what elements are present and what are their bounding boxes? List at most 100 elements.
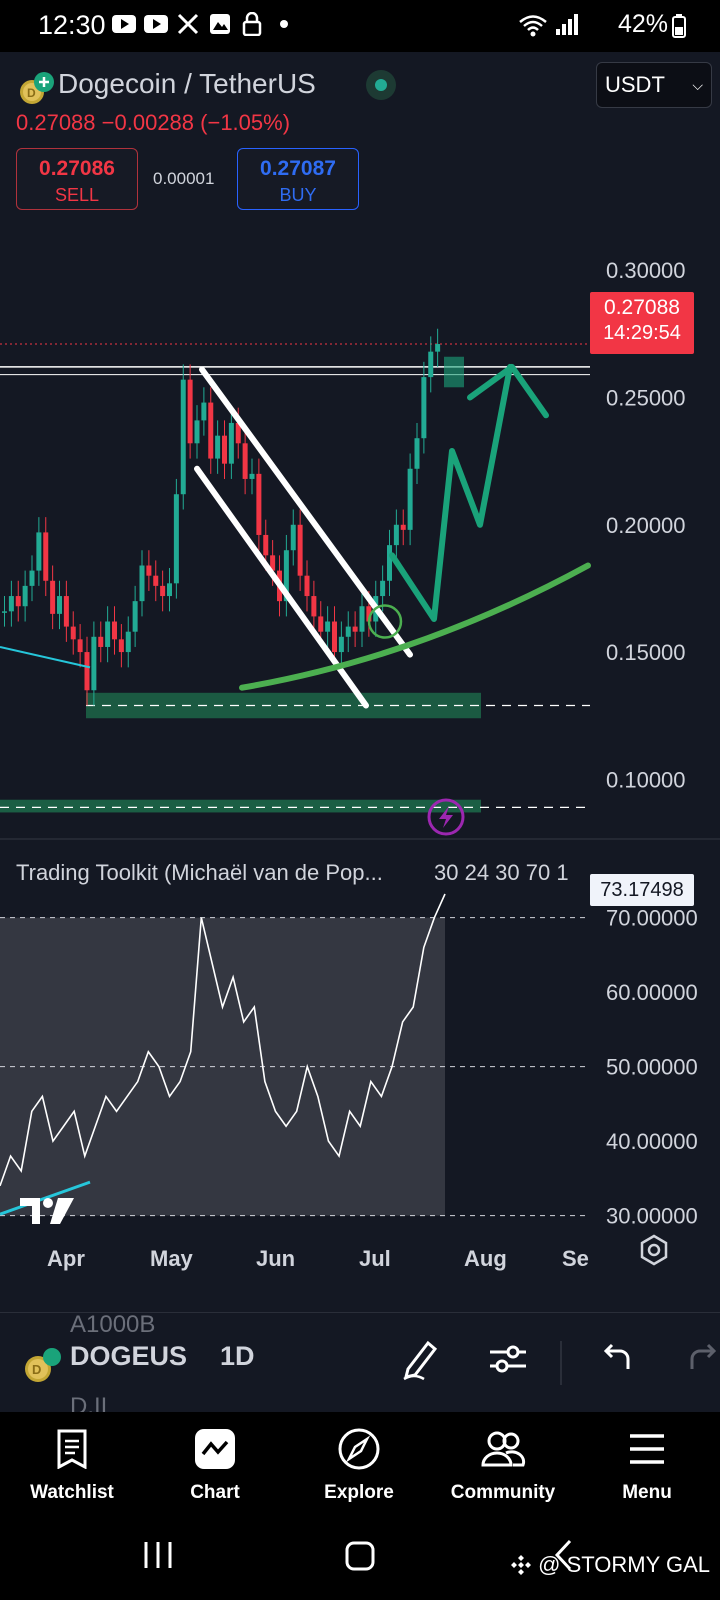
bottom-nav: Watchlist Chart Explore Community Menu bbox=[0, 1412, 720, 1516]
indicator-axis-tick: 30.00000 bbox=[606, 1204, 698, 1229]
candle bbox=[160, 585, 166, 597]
lightning-icon[interactable] bbox=[426, 797, 466, 842]
candle bbox=[112, 621, 117, 640]
tag-countdown: 14:29:54 bbox=[603, 322, 681, 344]
buy-button[interactable]: 0.27087 BUY bbox=[237, 148, 359, 210]
candle bbox=[407, 468, 413, 530]
nav-chart[interactable]: Chart bbox=[145, 1424, 285, 1504]
candle bbox=[105, 621, 111, 647]
watermark: @ STORMY GAL bbox=[510, 1552, 710, 1578]
candle bbox=[290, 524, 296, 551]
currency-value: USDT bbox=[605, 72, 665, 97]
watermark-text: @ STORMY GAL bbox=[538, 1552, 711, 1577]
candle bbox=[208, 402, 214, 459]
candle bbox=[77, 639, 83, 653]
candle bbox=[153, 575, 159, 586]
time-axis-tick: Jun bbox=[256, 1246, 295, 1271]
home-icon[interactable] bbox=[344, 1540, 376, 1577]
tradingview-logo-icon bbox=[18, 1194, 82, 1233]
indicator-title[interactable]: Trading Toolkit (Michaël van de Pop... bbox=[16, 860, 383, 885]
price-axis-tick: 0.20000 bbox=[606, 513, 686, 538]
community-icon bbox=[433, 1424, 573, 1474]
target-box bbox=[444, 356, 464, 388]
candle bbox=[318, 616, 324, 632]
candle bbox=[84, 652, 90, 691]
chart-settings-icon[interactable] bbox=[638, 1234, 670, 1271]
menu-icon bbox=[577, 1424, 717, 1474]
candle bbox=[249, 473, 255, 479]
last-price: 0.27088 bbox=[16, 110, 96, 135]
status-bar: 12:30 42% bbox=[0, 0, 720, 52]
pair-title[interactable]: Dogecoin / TetherUS bbox=[58, 68, 316, 99]
system-nav-bar bbox=[0, 1516, 720, 1600]
trendline bbox=[0, 645, 91, 669]
chart-panel[interactable]: 0.30000 0.25000 0.20000 0.15000 0.10000 70.00… bbox=[0, 52, 720, 1312]
nav-label: Menu bbox=[622, 1482, 672, 1503]
watchlist-icon bbox=[2, 1424, 142, 1474]
candle bbox=[167, 583, 172, 597]
candle bbox=[311, 596, 317, 617]
currency-select[interactable]: USDT ⌵ bbox=[596, 62, 712, 108]
candle bbox=[297, 524, 303, 576]
status-time: 12:30 bbox=[38, 10, 106, 40]
toolbar-divider bbox=[560, 1341, 562, 1385]
spread-value: 0.00001 bbox=[153, 169, 215, 188]
timeframe-selector[interactable]: 1D bbox=[220, 1341, 255, 1371]
candle bbox=[8, 596, 14, 612]
candle bbox=[222, 435, 227, 464]
dogecoin-logo-icon: D bbox=[22, 1345, 62, 1390]
nav-label: Community bbox=[450, 1482, 556, 1503]
sell-button[interactable]: 0.27086 SELL bbox=[16, 148, 138, 210]
last-price-tag: 0.27088 14:29:54 bbox=[590, 292, 694, 354]
price-chart[interactable]: 0.30000 0.25000 0.20000 0.15000 0.10000 70.00… bbox=[0, 52, 720, 1312]
candle bbox=[132, 601, 138, 632]
dot-icon bbox=[272, 12, 296, 36]
candle bbox=[146, 565, 152, 576]
candle bbox=[256, 473, 262, 535]
back-icon[interactable] bbox=[552, 1538, 574, 1577]
nav-community[interactable]: Community bbox=[433, 1424, 573, 1504]
candle bbox=[187, 379, 193, 444]
undo-icon[interactable] bbox=[600, 1337, 634, 1386]
nav-explore[interactable]: Explore bbox=[289, 1424, 429, 1504]
candle bbox=[91, 636, 97, 691]
battery-icon bbox=[672, 14, 686, 43]
candle bbox=[359, 606, 365, 632]
candle bbox=[70, 626, 76, 640]
youtube-icon bbox=[144, 12, 168, 36]
candle bbox=[194, 420, 200, 444]
candle bbox=[345, 626, 351, 637]
candle bbox=[242, 443, 248, 479]
ghost-text-bottom: D.II bbox=[70, 1393, 108, 1412]
recent-apps-icon[interactable] bbox=[142, 1540, 174, 1575]
sell-label: SELL bbox=[54, 185, 100, 205]
indicator-value-tag: 73.17498 bbox=[590, 874, 694, 906]
wifi-icon bbox=[518, 13, 548, 42]
nav-menu[interactable]: Menu bbox=[577, 1424, 717, 1504]
candle bbox=[15, 596, 21, 607]
price-axis-tick: 0.10000 bbox=[606, 767, 686, 792]
candle bbox=[235, 422, 241, 444]
candle bbox=[63, 596, 69, 627]
redo-icon[interactable] bbox=[690, 1337, 720, 1386]
dogecoin-logo-icon: D bbox=[18, 70, 54, 106]
drawing-pen-icon[interactable] bbox=[400, 1337, 440, 1386]
projection-path bbox=[389, 363, 513, 622]
time-axis-tick: Apr bbox=[47, 1246, 85, 1271]
candle bbox=[352, 626, 358, 632]
candle bbox=[400, 524, 406, 530]
candle bbox=[435, 344, 441, 352]
candle bbox=[29, 570, 35, 586]
time-axis-tick: May bbox=[150, 1246, 194, 1271]
ghost-text-top: A1000B bbox=[70, 1312, 156, 1338]
nav-label: Watchlist bbox=[30, 1482, 114, 1503]
lock-icon bbox=[240, 12, 264, 36]
nav-watchlist[interactable]: Watchlist bbox=[2, 1424, 142, 1504]
time-axis-tick: Jul bbox=[359, 1246, 391, 1271]
candle bbox=[263, 534, 269, 556]
candle bbox=[98, 636, 104, 647]
svg-text:D: D bbox=[27, 86, 36, 100]
indicators-sliders-icon[interactable] bbox=[488, 1337, 528, 1386]
symbol-selector[interactable]: DOGEUS bbox=[70, 1341, 188, 1371]
indicator-params: 30 24 30 70 1 bbox=[434, 860, 569, 885]
